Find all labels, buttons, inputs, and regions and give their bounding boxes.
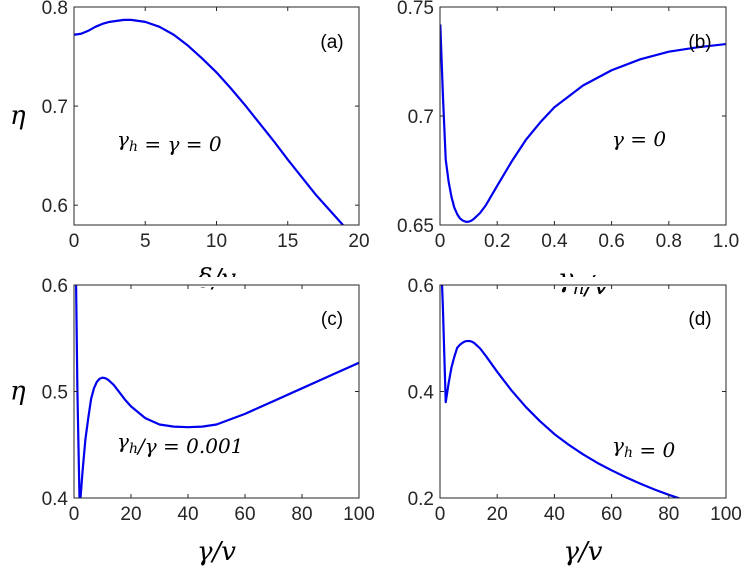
x-tick-label-b: 0.2 <box>484 231 510 252</box>
y-tick-label-b: 0.7 <box>408 107 434 128</box>
series-line-b-0 <box>440 24 726 223</box>
x-tick-label-c: 100 <box>343 504 375 525</box>
x-tick-label-b: 0.8 <box>656 231 682 252</box>
y-tick-label-c: 0.4 <box>42 489 69 510</box>
x-axis-label-d: γ/v <box>564 537 603 567</box>
x-tick-label-a: 20 <box>348 231 369 252</box>
y-tick-label-d: 0.2 <box>408 489 434 510</box>
y-tick-label-d: 0.6 <box>408 276 434 297</box>
annotation-b: γ = 0 <box>612 127 666 151</box>
x-tick-label-d: 80 <box>658 504 679 525</box>
annotation-c: γh/γ = 0.001 <box>117 429 243 458</box>
y-tick-label-b: 0.65 <box>397 216 434 237</box>
x-tick-label-b: 0.6 <box>598 231 624 252</box>
x-tick-label-a: 0 <box>69 231 80 252</box>
axes-box-a <box>73 6 360 226</box>
x-tick-label-a: 5 <box>140 231 151 252</box>
panel-b: 0 0.2 0.4 0.6 0.8 1.0 0.65 0.7 0.75 (b) γ = 0 <box>397 0 739 252</box>
x-tick-label-d: 0 <box>435 504 446 525</box>
y-tick-label-c: 0.6 <box>42 276 68 297</box>
mask-d <box>370 277 736 287</box>
panel-label-c: (c) <box>321 309 343 330</box>
y-axis-label-c: η <box>10 377 26 407</box>
y-tick-label-d: 0.4 <box>408 383 435 404</box>
annotation-d: γh = 0 <box>612 433 675 462</box>
panel-a: 0 5 10 15 20 0.6 0.7 0.8 (a) γh = γ = 0 η <box>10 0 370 252</box>
series-line-a-0 <box>74 18 345 225</box>
x-axis-label-c: γ/v <box>197 537 236 567</box>
x-tick-label-b: 0 <box>435 231 446 252</box>
x-tick-label-d: 100 <box>710 504 742 525</box>
y-tick-label-c: 0.5 <box>42 383 68 404</box>
x-tick-label-a: 15 <box>277 231 298 252</box>
panel-c: 0 20 40 60 80 100 0.4 0.5 0.6 (c) γh/γ = 0.001 η <box>10 276 375 525</box>
x-tick-label-d: 40 <box>544 504 565 525</box>
y-axis-label-a: η <box>10 101 26 131</box>
panel-label-d: (d) <box>688 309 711 330</box>
x-tick-label-c: 60 <box>234 504 255 525</box>
panel-label-a: (a) <box>320 32 343 53</box>
x-tick-label-c: 0 <box>69 504 80 525</box>
y-tick-label-a: 0.7 <box>42 97 68 118</box>
x-tick-label-c: 40 <box>177 504 198 525</box>
annotation-a: γh = γ = 0 <box>117 127 222 156</box>
panel-d: 0 20 40 60 80 100 0.2 0.4 0.6 (d) γh = 0 <box>408 276 742 525</box>
x-tick-label-d: 20 <box>487 504 508 525</box>
x-tick-label-b: 1.0 <box>713 231 739 252</box>
mask-c <box>4 277 369 287</box>
x-tick-label-b: 0.4 <box>541 231 568 252</box>
axes-box-b <box>439 6 727 226</box>
x-tick-label-d: 60 <box>601 504 622 525</box>
y-tick-label-b: 0.75 <box>397 0 434 19</box>
axes-box-d <box>439 284 727 499</box>
x-tick-label-c: 20 <box>120 504 141 525</box>
y-tick-label-a: 0.8 <box>42 0 68 19</box>
x-tick-label-c: 80 <box>291 504 312 525</box>
series-line-c-0 <box>74 285 359 498</box>
axes-box-c <box>73 284 360 499</box>
panel-label-b: (b) <box>688 32 711 53</box>
series-line-d-0 <box>440 285 682 498</box>
y-tick-label-a: 0.6 <box>42 196 68 217</box>
x-tick-label-a: 10 <box>206 231 227 252</box>
